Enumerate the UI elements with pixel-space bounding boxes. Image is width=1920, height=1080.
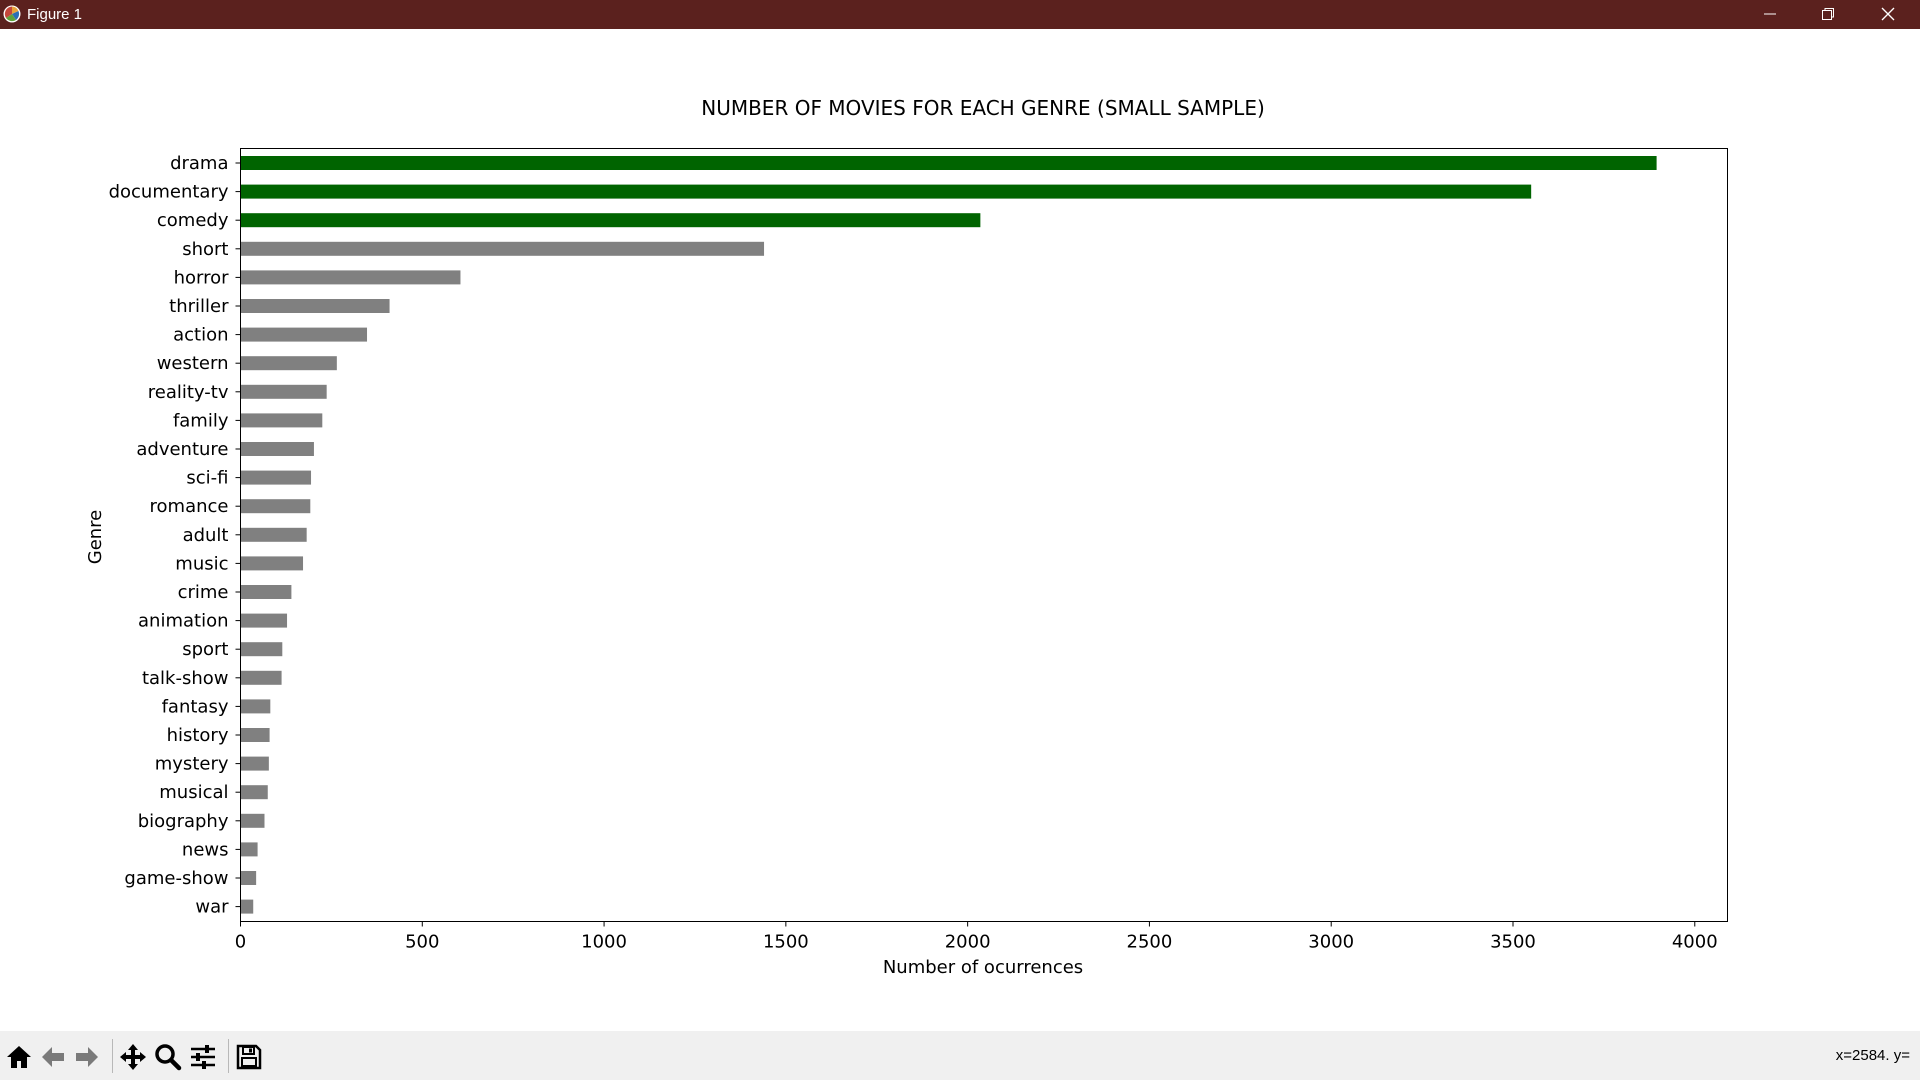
configure-subplots-icon: [191, 1045, 215, 1069]
bar-adult: [240, 527, 307, 542]
y-tick-label: crime: [178, 582, 229, 603]
x-tick-label: 500: [405, 932, 439, 953]
y-tick-label: short: [182, 239, 228, 260]
back-arrow-icon: [42, 1047, 64, 1067]
bar-reality-tv: [240, 384, 327, 399]
y-tick-label: sci-fi: [186, 468, 228, 489]
zoom-button[interactable]: [153, 1042, 183, 1072]
y-tick-label: news: [182, 839, 229, 860]
x-tick-label: 2000: [945, 932, 991, 953]
bar-comedy: [240, 213, 981, 228]
y-tick-label: family: [173, 410, 229, 431]
pan-button[interactable]: [118, 1042, 148, 1072]
bar-thriller: [240, 299, 390, 313]
y-tick-label: musical: [159, 782, 228, 803]
y-tick-label: biography: [138, 811, 229, 832]
bar-chart: NUMBER OF MOVIES FOR EACH GENRE (SMALL S…: [85, 96, 1728, 978]
x-tick-label: 1000: [581, 932, 627, 953]
bar-family: [240, 413, 323, 428]
window-title: Figure 1: [27, 6, 83, 23]
cursor-coordinates: x=2584. y=: [1835, 1047, 1910, 1064]
y-tick-label: western: [157, 353, 229, 374]
y-tick-label: adult: [183, 525, 229, 546]
y-tick-label: sport: [182, 639, 228, 660]
bar-short: [240, 241, 765, 256]
navigation-toolbar: x=2584. y=: [0, 1031, 1920, 1080]
pan-icon: [120, 1044, 146, 1070]
y-tick-label: mystery: [155, 754, 229, 775]
bar-music: [240, 556, 304, 571]
minimize-icon: [1764, 13, 1776, 15]
y-tick-label: documentary: [109, 182, 229, 203]
y-tick-label: fantasy: [162, 696, 229, 717]
plot-frame: [240, 148, 1728, 922]
chart-title: NUMBER OF MOVIES FOR EACH GENRE (SMALL S…: [701, 96, 1265, 120]
bar-talk-show: [240, 670, 282, 685]
y-tick-label: romance: [150, 496, 229, 517]
y-tick-label: horror: [174, 267, 230, 288]
bar-romance: [240, 499, 311, 514]
bars-group: [240, 156, 1657, 914]
y-tick-label: thriller: [169, 296, 229, 317]
bar-documentary: [240, 184, 1532, 199]
x-tick-label: 0: [235, 932, 246, 953]
y-tick-label: history: [167, 725, 229, 746]
matplotlib-icon: [3, 5, 21, 23]
bar-mystery: [240, 756, 269, 771]
y-tick-label: reality-tv: [148, 382, 229, 403]
bar-animation: [240, 613, 288, 628]
bar-action: [240, 327, 368, 342]
minimize-button[interactable]: [1742, 0, 1798, 29]
x-tick-group: 0 500 1000 1500 2000 2500 3000 3500 4000: [235, 921, 1718, 953]
bar-western: [240, 356, 337, 371]
forward-button[interactable]: [72, 1042, 102, 1072]
bar-crime: [240, 585, 292, 599]
close-icon: [1881, 7, 1895, 21]
zoom-icon: [155, 1044, 182, 1071]
bar-drama: [240, 156, 1657, 170]
y-tick-label: music: [175, 553, 228, 574]
bar-war: [240, 899, 254, 914]
bar-musical: [240, 785, 268, 800]
y-tick-label: animation: [138, 611, 228, 632]
forward-arrow-icon: [76, 1047, 98, 1067]
y-tick-label: drama: [170, 153, 228, 174]
y-tick-label: game-show: [124, 868, 228, 889]
bar-news: [240, 842, 258, 857]
x-axis-label: Number of ocurrences: [883, 957, 1083, 978]
figure-canvas: NUMBER OF MOVIES FOR EACH GENRE (SMALL S…: [0, 29, 1920, 1031]
bar-game-show: [240, 871, 257, 885]
x-tick-label: 1500: [763, 932, 809, 953]
y-tick-label: war: [195, 897, 229, 918]
bar-sci-fi: [240, 470, 312, 485]
bar-history: [240, 728, 270, 742]
y-tick-label: comedy: [157, 210, 229, 231]
y-axis-label: Genre: [85, 510, 106, 565]
back-button[interactable]: [38, 1042, 68, 1072]
bar-sport: [240, 642, 283, 657]
window-titlebar: Figure 1: [0, 0, 1920, 29]
y-tick-label: action: [173, 325, 228, 346]
bar-fantasy: [240, 699, 271, 714]
home-icon: [7, 1046, 31, 1068]
x-tick-label: 4000: [1672, 932, 1718, 953]
restore-icon: [1822, 8, 1834, 20]
bar-adventure: [240, 442, 314, 456]
close-button[interactable]: [1860, 0, 1916, 29]
bar-horror: [240, 270, 461, 285]
save-icon: [236, 1044, 262, 1070]
x-tick-label: 3500: [1490, 932, 1536, 953]
y-tick-group: drama documentary comedy short horror thrille…: [109, 153, 241, 918]
toolbar-separator: [112, 1039, 113, 1073]
x-tick-label: 3000: [1308, 932, 1354, 953]
save-button[interactable]: [234, 1042, 264, 1072]
configure-subplots-button[interactable]: [188, 1042, 218, 1072]
bar-biography: [240, 813, 265, 828]
home-button[interactable]: [4, 1042, 34, 1072]
restore-button[interactable]: [1800, 0, 1856, 29]
y-tick-label: adventure: [136, 439, 228, 460]
x-tick-label: 2500: [1127, 932, 1173, 953]
toolbar-separator: [228, 1039, 229, 1073]
y-tick-label: talk-show: [142, 668, 229, 689]
